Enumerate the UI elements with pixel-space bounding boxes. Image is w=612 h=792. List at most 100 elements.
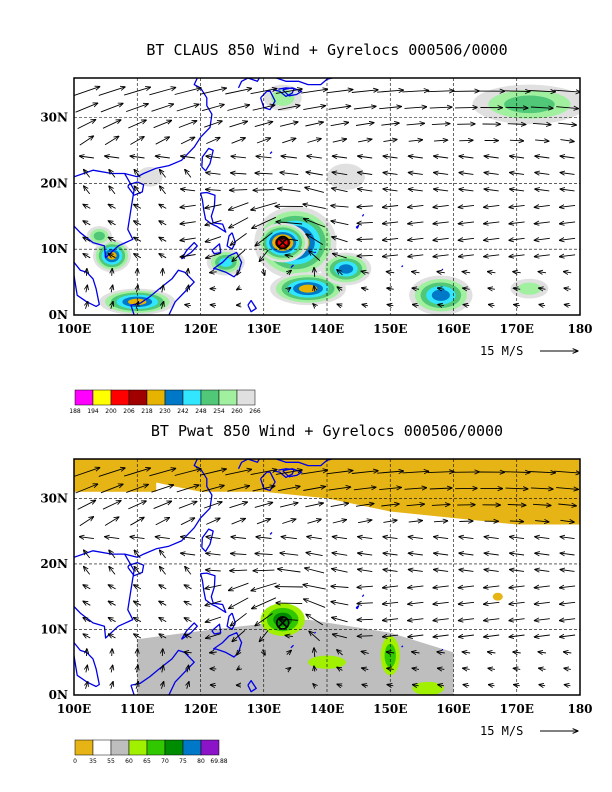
wind-vector: [252, 486, 275, 492]
coastline: [201, 528, 214, 553]
wind-vector: [332, 634, 348, 639]
coastline: [180, 241, 198, 260]
pwat-contour: [412, 681, 445, 695]
wind-vector: [181, 189, 196, 191]
wind-vector: [305, 568, 325, 574]
wind-vector: [509, 238, 525, 240]
wind-vector: [281, 537, 297, 539]
wind-vector: [112, 269, 113, 276]
colorbar-swatch: [92, 389, 112, 406]
wind-vector: [351, 90, 378, 93]
wind-vector: [303, 106, 325, 111]
wind-vector: [98, 87, 125, 96]
wind-vector: [459, 140, 473, 141]
wind-vector: [259, 249, 269, 262]
wind-vector: [412, 652, 420, 653]
wind-vector: [539, 668, 546, 669]
wind-vector: [231, 537, 246, 539]
wind-vector: [353, 487, 376, 490]
wind-vector: [205, 616, 222, 622]
y-tick-label: 10N: [40, 242, 68, 256]
wind-vector: [304, 219, 326, 228]
wind-vector: [205, 600, 222, 606]
wind-vector: [459, 570, 474, 572]
wind-vector: [100, 103, 123, 113]
wind-vector: [535, 553, 550, 555]
wind-vector: [104, 136, 119, 146]
wind-vector: [303, 487, 325, 491]
wind-vector: [174, 88, 201, 95]
wind-vector: [357, 619, 373, 620]
wind-vector: [225, 88, 251, 95]
wind-vector: [328, 487, 351, 491]
wind-vector: [210, 652, 217, 653]
y-tick-labels: 0N 10N 20N 30N: [40, 491, 68, 702]
wind-vector: [332, 139, 347, 143]
y-tick-label: 0N: [49, 308, 68, 322]
wind-vector: [287, 668, 290, 670]
colorbar: 0 35 55 60 65 70 75 80 69.88: [73, 739, 228, 765]
wind-vector: [337, 684, 343, 686]
wind-vector: [307, 139, 322, 143]
wind-vector: [128, 120, 146, 129]
wind-vector: [383, 553, 398, 555]
gyre-center-marker: [275, 235, 290, 250]
wind-vector: [558, 123, 576, 125]
wind-vector: [180, 205, 196, 207]
wind-vector: [229, 582, 249, 590]
wind-vector: [556, 107, 578, 109]
wind-vector: [306, 553, 323, 557]
wind-vector: [408, 553, 423, 555]
wind-vector: [528, 91, 556, 92]
wind-vector: [560, 238, 576, 240]
wind-vector: [484, 156, 499, 158]
coastline: [361, 594, 365, 598]
wind-vector: [413, 305, 419, 306]
wind-vector: [149, 468, 175, 477]
wind-vector: [382, 602, 399, 604]
panel-claus-title: BT CLAUS 850 Wind + Gyrelocs 000506/0000: [146, 41, 507, 59]
vector-scale-label: 15 M/S: [480, 344, 523, 358]
coastline: [441, 648, 444, 651]
wind-vector: [231, 554, 247, 555]
wind-vector: [408, 635, 424, 637]
moist-band: [137, 619, 454, 695]
wind-vector: [130, 517, 144, 526]
wind-vector: [304, 599, 326, 608]
wind-vector: [484, 602, 500, 604]
x-tick-label: 140E: [310, 702, 344, 716]
wind-vector: [488, 272, 496, 273]
wind-vector: [277, 105, 300, 111]
wind-vector: [534, 205, 550, 207]
wind-vector: [230, 612, 247, 626]
wind-vector: [408, 521, 423, 523]
colorbar-label: 242: [177, 408, 189, 415]
cloud-contour: [219, 257, 233, 267]
x-tick-label: 150E: [373, 322, 407, 336]
wind-vector: [159, 237, 167, 241]
wind-vector: [488, 668, 495, 669]
wind-vector: [408, 140, 423, 142]
wind-vector: [206, 570, 221, 571]
wind-vector: [251, 582, 277, 591]
wind-vector: [358, 189, 373, 191]
wind-vector: [507, 124, 526, 125]
coastline: [290, 264, 294, 269]
wind-vector: [174, 469, 201, 476]
wind-vector: [112, 649, 113, 657]
wind-vector: [433, 205, 449, 207]
wind-vector: [433, 255, 449, 257]
wind-vector: [74, 87, 100, 97]
wind-vector: [357, 206, 373, 207]
coastline: [441, 268, 444, 271]
coastline: [237, 459, 260, 470]
wind-vector: [159, 254, 167, 258]
wind-vector: [205, 236, 222, 242]
wind-vector: [510, 173, 525, 175]
wind-vector: [332, 537, 348, 539]
wind-vector: [252, 597, 277, 609]
wind-vector: [408, 255, 424, 257]
wind-vector: [377, 90, 403, 92]
x-tick-labels: 100E 110E 120E 130E 140E 150E 160E 170E 180: [57, 322, 593, 336]
wind-vector: [379, 487, 401, 489]
